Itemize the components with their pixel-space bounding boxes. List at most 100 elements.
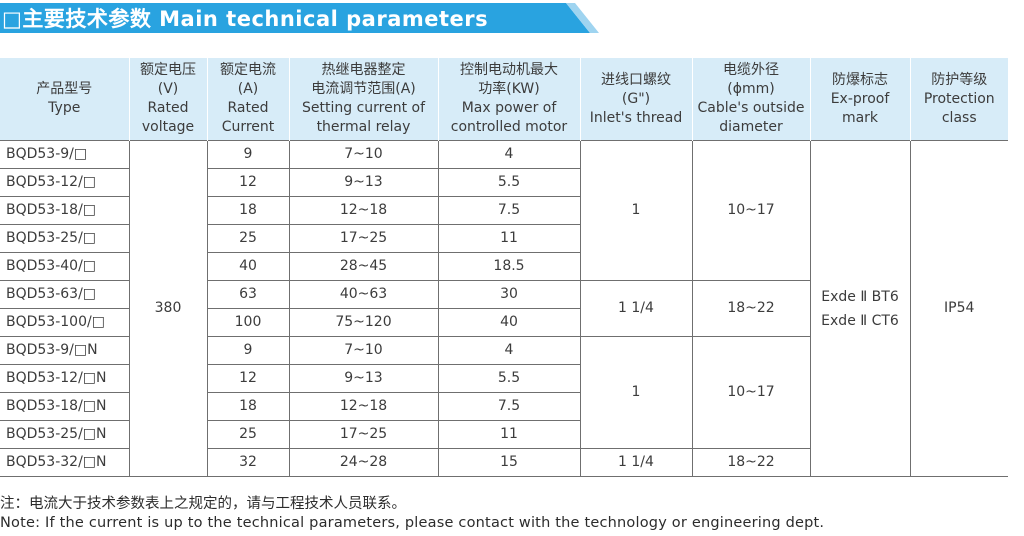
column-header-line: 电缆外径 (723, 62, 779, 78)
current-cell: 12 (206, 168, 289, 197)
type-cell: BQD53-12/□ (0, 168, 129, 197)
type-cell: BQD53-9/□ (0, 140, 129, 169)
column-header-line: 防护等级 (931, 71, 988, 88)
column-header: 额定电流 (A) Rated Current (206, 58, 289, 141)
note-english: Note: If the current is up to the techni… (0, 515, 825, 531)
current-cell: 100 (206, 308, 289, 337)
table-row: BQD53-9/□N 9 7~10 4 1 10~17 (0, 336, 1008, 449)
column-header-line: 产品型号 (36, 81, 93, 97)
max-power-cell: 5.5 (437, 364, 580, 393)
note-chinese: 注：电流大于技术参数表上之规定的，请与工程技术人员联系。 (0, 496, 406, 512)
setting-current-cell: 24~28 (288, 448, 438, 477)
current-cell: 9 (206, 140, 289, 169)
current-cell: 32 (206, 448, 289, 477)
column-header-line: Setting current of (301, 100, 426, 116)
column-header-line: 额定电流 (220, 62, 276, 78)
type-cell: BQD53-18/□ (0, 196, 129, 225)
max-power-cell: 15 (437, 448, 580, 477)
column-header-line: 控制电动机最大 (460, 62, 558, 78)
current-cell: 9 (206, 336, 289, 365)
column-header-line: (V) (157, 81, 179, 97)
voltage-cell: 380 (128, 140, 207, 477)
cable-diameter-cell: 10~17 (691, 140, 810, 281)
max-power-cell: 11 (437, 224, 580, 253)
exproof-mark: Exde Ⅱ CT6 (821, 312, 899, 329)
setting-current-cell: 9~13 (288, 168, 438, 197)
column-header-line: voltage (141, 119, 195, 135)
type-cell: BQD53-12/□N (0, 364, 129, 393)
max-power-cell: 30 (437, 280, 580, 309)
section-banner: □主要技术参数 Main technical parameters (0, 0, 1024, 36)
column-header: 控制电动机最大 功率(KW) Max power of controlled moto… (437, 58, 580, 141)
type-cell: BQD53-18/□N (0, 392, 129, 421)
setting-current-cell: 28~45 (288, 252, 438, 281)
table-row: BQD53-12/□N 12 9~13 5.5 (0, 364, 1008, 393)
max-power-cell: 7.5 (437, 392, 580, 421)
table-row: BQD53-18/□ 18 12~18 7.5 (0, 196, 1008, 225)
max-power-cell: 4 (437, 336, 580, 365)
column-header-line: 额定电压 (140, 62, 196, 78)
cable-diameter-cell: 18~22 (691, 280, 810, 337)
column-header-line: diameter (719, 119, 783, 135)
column-header-line: (G") (621, 90, 651, 107)
current-cell: 25 (206, 224, 289, 253)
column-header: 热继电器整定 电流调节范围(A) Setting current of thermal… (288, 58, 438, 141)
column-header-line: 功率(KW) (478, 81, 540, 97)
inlet-thread-cell: 1 (579, 140, 692, 281)
setting-current-cell: 40~63 (288, 280, 438, 309)
type-cell: BQD53-32/□N (0, 448, 129, 477)
type-cell: BQD53-63/□ (0, 280, 129, 309)
section-title: □主要技术参数 Main technical parameters (2, 7, 489, 31)
column-header-line: Inlet's thread (589, 109, 683, 126)
max-power-cell: 4 (437, 140, 580, 169)
setting-current-cell: 12~18 (288, 392, 438, 421)
current-cell: 18 (206, 392, 289, 421)
protection-class-cell: IP54 (909, 140, 1008, 477)
column-header-line: class (941, 109, 977, 126)
table-row: BQD53-25/□N 25 17~25 11 (0, 420, 1008, 449)
column-header: 产品型号 Type (0, 58, 129, 141)
max-power-cell: 40 (437, 308, 580, 337)
technical-parameters-table: 产品型号 Type 额定电压 (V) Rated voltage 额定电流 (A) Rated C… (0, 58, 1008, 477)
table-row: BQD53-18/□N 18 12~18 7.5 (0, 392, 1008, 421)
type-cell: BQD53-9/□N (0, 336, 129, 365)
table-body: BQD53-9/□ 380 9 7~10 4 1 10~17 Exde Ⅱ BT6 Exde Ⅱ… (0, 140, 1008, 477)
column-header-line: 电流调节范围(A) (311, 81, 416, 97)
column-header: 额定电压 (V) Rated voltage (128, 58, 207, 141)
max-power-cell: 11 (437, 420, 580, 449)
current-cell: 12 (206, 364, 289, 393)
column-header: 电缆外径 (ϕmm) Cable's outside diameter (691, 58, 810, 141)
column-header: 防护等级 Protection class (909, 58, 1008, 141)
setting-current-cell: 7~10 (288, 336, 438, 365)
cable-diameter-cell: 18~22 (691, 448, 810, 477)
inlet-thread-cell: 1 1/4 (579, 448, 692, 477)
column-header-line: Rated (147, 100, 189, 116)
setting-current-cell: 9~13 (288, 364, 438, 393)
type-cell: BQD53-25/□N (0, 420, 129, 449)
column-header-line: (A) (237, 81, 259, 97)
table-row: BQD53-9/□ 380 9 7~10 4 1 10~17 Exde Ⅱ BT6 Exde Ⅱ… (0, 140, 1008, 477)
exproof-mark-cell: Exde Ⅱ BT6 Exde Ⅱ CT6 (809, 140, 910, 477)
current-cell: 25 (206, 420, 289, 449)
column-header-line: controlled motor (450, 119, 568, 135)
table-row: BQD53-25/□ 25 17~25 11 (0, 224, 1008, 253)
exproof-mark: Exde Ⅱ BT6 (821, 288, 899, 305)
inlet-thread-cell: 1 1/4 (579, 280, 692, 337)
max-power-cell: 18.5 (437, 252, 580, 281)
table-row: BQD53-100/□ 100 75~120 40 (0, 308, 1008, 337)
type-cell: BQD53-40/□ (0, 252, 129, 281)
column-header-line: Max power of (461, 100, 557, 116)
column-header-line: 进线口螺纹 (601, 71, 671, 88)
type-cell: BQD53-25/□ (0, 224, 129, 253)
column-header: 防爆标志 Ex-proof mark (809, 58, 910, 141)
column-header-line: Type (48, 100, 81, 116)
setting-current-cell: 12~18 (288, 196, 438, 225)
column-header: 进线口螺纹 (G") Inlet's thread (579, 58, 692, 141)
column-header-line: Ex-proof (830, 90, 890, 107)
max-power-cell: 7.5 (437, 196, 580, 225)
column-header-line: Rated (227, 100, 269, 116)
setting-current-cell: 17~25 (288, 420, 438, 449)
banner-shape (0, 3, 599, 33)
table-row: BQD53-32/□N 32 24~28 15 1 1/4 18~22 (0, 448, 1008, 477)
current-cell: 63 (206, 280, 289, 309)
